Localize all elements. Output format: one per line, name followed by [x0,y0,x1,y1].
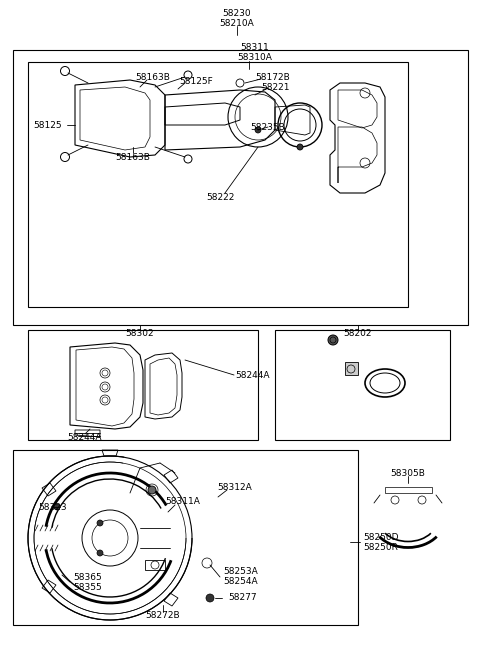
Circle shape [54,504,60,510]
Text: 58250D: 58250D [363,533,398,542]
Text: 58125: 58125 [34,121,62,130]
Bar [28,330,258,440]
Circle shape [97,550,103,556]
Text: 58311: 58311 [240,43,269,52]
Bar [28,62,408,307]
Bar [275,330,450,440]
Polygon shape [345,362,358,375]
Text: 58163B: 58163B [135,73,170,81]
Bar [13,450,358,625]
Text: 58323: 58323 [38,502,67,512]
Text: 58125F: 58125F [179,77,213,86]
Circle shape [297,144,303,150]
Text: 58244A: 58244A [68,432,102,441]
Circle shape [148,486,156,494]
Circle shape [97,520,103,526]
Text: 58244A: 58244A [235,371,269,379]
Text: 58311A: 58311A [166,498,201,506]
Text: 58254A: 58254A [223,578,258,586]
Text: 58235B: 58235B [250,122,285,132]
Circle shape [206,594,214,602]
Circle shape [255,127,261,133]
Text: 58365: 58365 [73,572,102,582]
Text: 58172B: 58172B [255,73,290,81]
Text: 58305B: 58305B [391,468,425,477]
Text: 58163B: 58163B [116,153,150,162]
Text: 58310A: 58310A [238,54,273,62]
Text: 58272B: 58272B [146,610,180,620]
Text: 58250R: 58250R [363,542,398,552]
Bar [13,50,468,325]
Text: 58230: 58230 [223,9,252,18]
Text: 58302: 58302 [126,329,154,337]
Text: 58202: 58202 [344,329,372,337]
Text: 58277: 58277 [228,593,257,603]
Text: 58312A: 58312A [217,483,252,491]
Text: 58221: 58221 [262,83,290,92]
Circle shape [328,335,338,345]
Text: 58253A: 58253A [223,567,258,576]
Text: 58210A: 58210A [220,18,254,28]
Text: 58222: 58222 [206,193,234,202]
Text: 58355: 58355 [73,582,102,591]
